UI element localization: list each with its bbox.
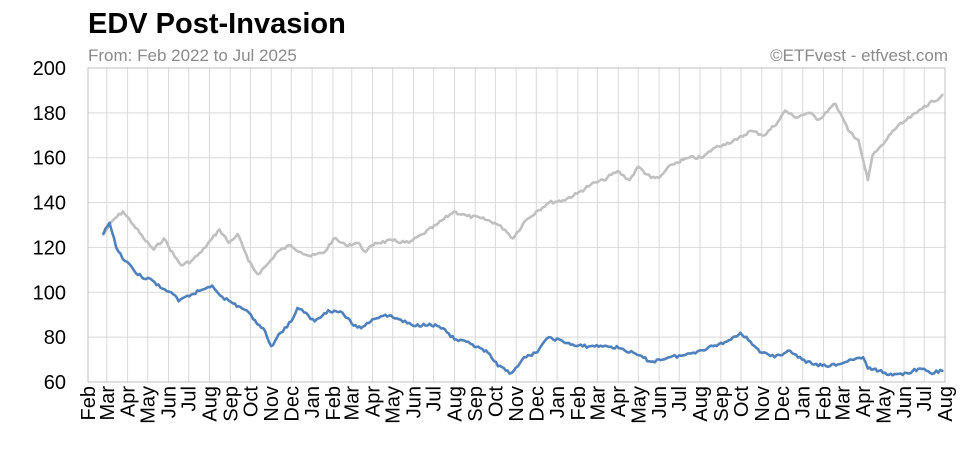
x-tick-label: Jun	[159, 386, 181, 418]
x-tick-label: Mar	[587, 386, 609, 421]
x-tick-label: Mar	[97, 386, 119, 421]
x-tick-label: Oct	[240, 386, 262, 418]
x-tick-label: Jun	[403, 386, 425, 418]
x-tick-label: May	[138, 386, 160, 424]
x-tick-label: Feb	[568, 386, 590, 420]
x-tick-label: Oct	[485, 386, 507, 418]
x-tick-label: Apr	[853, 386, 875, 417]
y-tick-label: 180	[33, 103, 66, 125]
x-tick-label: Dec	[772, 386, 794, 422]
x-tick-label: Dec	[281, 386, 303, 422]
x-tick-label: Aug	[444, 386, 466, 422]
x-tick-label: Jun	[649, 386, 671, 418]
y-tick-label: 200	[33, 58, 66, 80]
x-tick-label: Jan	[302, 386, 324, 418]
x-tick-label: Feb	[78, 386, 100, 420]
x-tick-label: Mar	[832, 386, 854, 421]
x-tick-label: Oct	[731, 386, 753, 418]
x-tick-label: Jun	[894, 386, 916, 418]
x-tick-label: Apr	[608, 386, 630, 417]
x-tick-label: Aug	[690, 386, 712, 422]
x-tick-label: Feb	[814, 386, 836, 420]
x-tick-label: May	[383, 386, 405, 424]
grid	[87, 67, 946, 383]
x-tick-label: Sep	[711, 386, 733, 422]
x-tick-label: Sep	[465, 386, 487, 422]
series-line-gray	[102, 93, 944, 276]
x-tick-label: Jul	[914, 386, 936, 412]
y-tick-label: 100	[33, 282, 66, 304]
x-tick-label: Nov	[506, 386, 528, 422]
x-tick-label: Jan	[793, 386, 815, 418]
y-tick-label: 160	[33, 148, 66, 170]
chart-title: EDV Post-Invasion	[88, 8, 346, 40]
y-tick-label: 120	[33, 237, 66, 259]
x-tick-label: May	[873, 386, 895, 424]
x-tick-label: Jul	[424, 386, 446, 412]
y-tick-label: 140	[33, 193, 66, 215]
x-tick-label: Apr	[363, 386, 385, 417]
x-tick-label: Nov	[752, 386, 774, 422]
y-tick-label: 60	[44, 372, 66, 394]
x-tick-label: Jul	[179, 386, 201, 412]
y-tick-label: 80	[44, 327, 66, 349]
x-tick-label: Nov	[261, 386, 283, 422]
x-tick-label: Mar	[342, 386, 364, 421]
x-tick-label: Aug	[935, 386, 957, 422]
y-axis-ticks: 60 80 100 120 140 160 180 200	[33, 58, 66, 394]
x-tick-label: Aug	[199, 386, 221, 422]
x-tick-label: Jan	[547, 386, 569, 418]
x-tick-label: Sep	[220, 386, 242, 422]
plot-frame	[87, 67, 946, 383]
x-tick-label: Feb	[323, 386, 345, 420]
x-axis-ticks: FebMarAprMayJunJulAugSepOctNovDecJanFebM…	[78, 386, 957, 424]
x-tick-label: Apr	[118, 386, 140, 417]
x-tick-label: Dec	[526, 386, 548, 422]
x-tick-label: May	[628, 386, 650, 424]
series-lines	[102, 93, 944, 377]
x-tick-label: Jul	[669, 386, 691, 412]
chart-subtitle: From: Feb 2022 to Jul 2025	[88, 46, 297, 65]
chart-credit: ©ETFvest - etfvest.com	[770, 46, 948, 65]
series-line-blue	[102, 221, 944, 377]
